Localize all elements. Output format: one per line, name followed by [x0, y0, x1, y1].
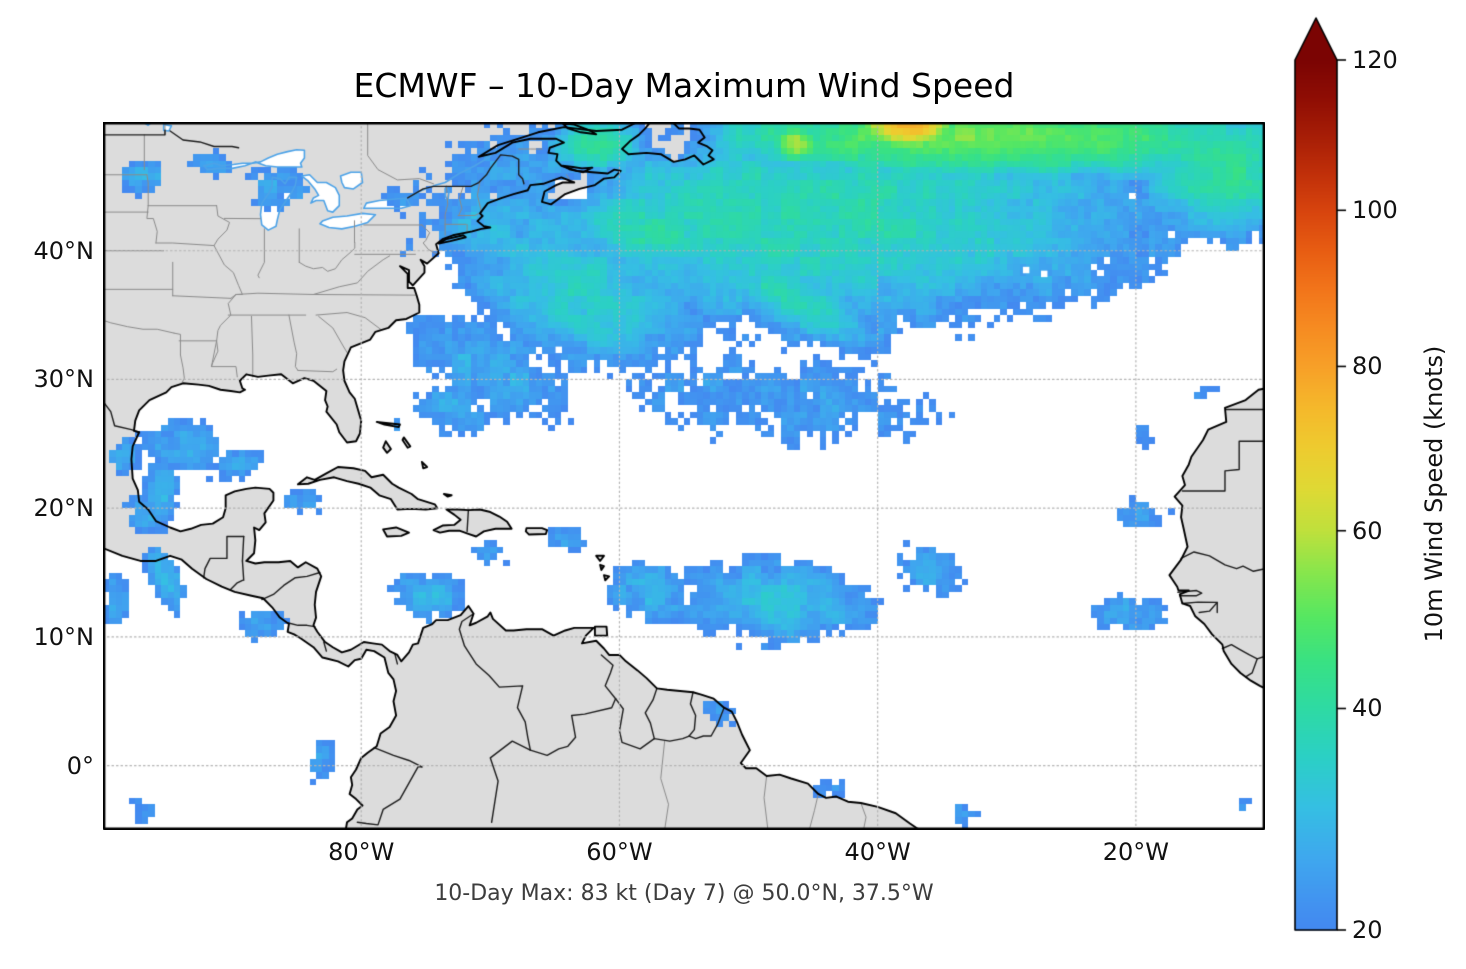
lon-tick-label: 80°W — [328, 838, 395, 866]
max-wind-caption: 10-Day Max: 83 kt (Day 7) @ 50.0°N, 37.5… — [434, 881, 934, 906]
lon-tick-label: 60°W — [586, 838, 653, 866]
colorbar-axis-label: 10m Wind Speed (knots) — [1420, 345, 1448, 643]
lat-tick-label: 0° — [66, 751, 94, 780]
lat-tick-label: 30°N — [33, 365, 95, 394]
colorbar-tick-label: 20 — [1352, 916, 1383, 944]
colorbar-tick-label: 100 — [1352, 196, 1398, 225]
colorbar-tick-label: 120 — [1352, 46, 1398, 74]
plot-title: ECMWF – 10-Day Maximum Wind Speed — [353, 66, 1015, 105]
lon-tick-label: 20°W — [1102, 838, 1170, 866]
colorbar-tick-label: 60 — [1352, 516, 1383, 545]
lat-tick-label: 10°N — [33, 622, 95, 651]
lat-tick-label: 20°N — [33, 494, 95, 523]
map-plot-area — [103, 122, 1265, 830]
lat-tick-label: 40°N — [33, 236, 95, 265]
colorbar-tick-label: 80 — [1352, 352, 1383, 381]
colorbar — [1288, 6, 1350, 946]
lon-tick-label: 40°W — [844, 838, 911, 866]
colorbar-tick-label: 40 — [1352, 694, 1383, 723]
